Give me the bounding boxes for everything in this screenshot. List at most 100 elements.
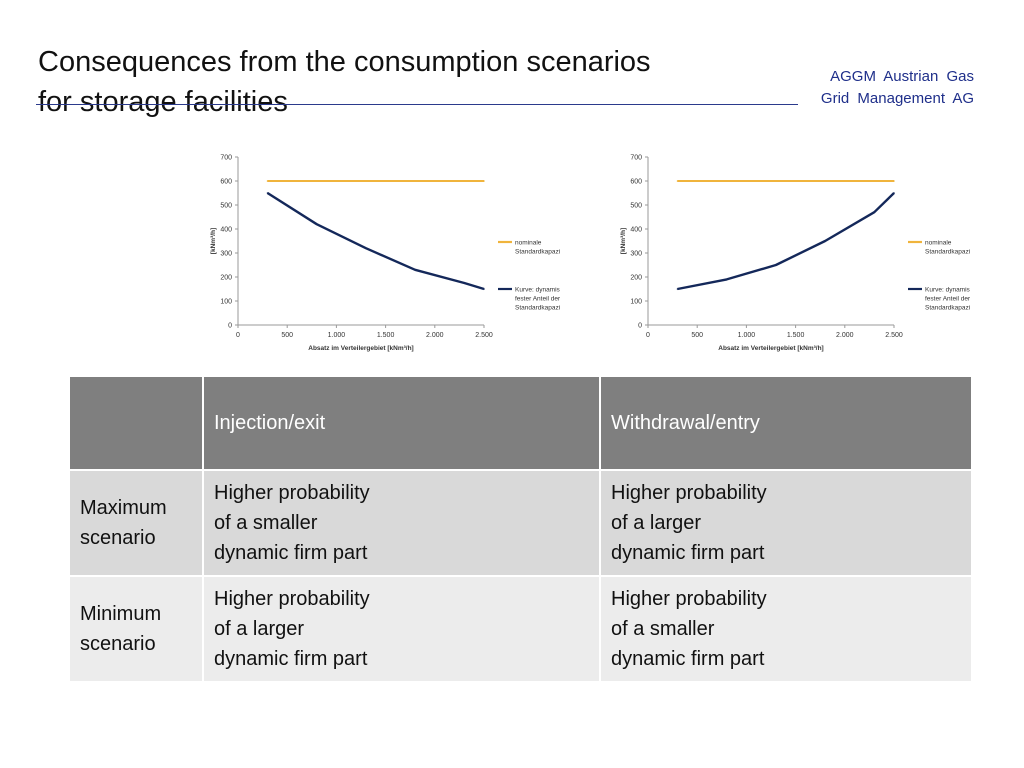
y-tick-label: 700	[630, 155, 642, 162]
y-tick-label: 700	[220, 155, 232, 162]
cell-line: scenario	[80, 527, 156, 549]
line-chart-svg: 0 100 200 300 400 500 600 700 0 500 1.000 1.500 2.00…	[620, 155, 970, 353]
data-point	[483, 180, 485, 182]
x-axis-label: Absatz im Verteilergebiet [kNm³/h]	[718, 345, 823, 352]
y-tick-label: 500	[220, 203, 232, 210]
cell-line: Higher probability	[611, 482, 767, 504]
cell-line: dynamic firm part	[214, 542, 368, 564]
cell-line: of a larger	[214, 618, 305, 640]
y-tick-label: 500	[630, 203, 642, 210]
y-tick-label: 100	[630, 299, 642, 306]
line-chart-svg: 0 100 200 300 400 500 600 700 0 500 1.000 1.500 2.00…	[210, 155, 560, 353]
brand-line-2: Grid Management AG	[820, 90, 974, 107]
legend-label: nominale	[515, 240, 542, 247]
legend-label: Standardkapazität	[515, 249, 560, 256]
series-line	[266, 191, 485, 291]
company-brand: AGGM Austrian Gas Grid Management AG	[821, 66, 974, 110]
cell-line: Minimum	[80, 603, 162, 625]
table-row-maximum: Maximum scenario Higher probability of a…	[68, 469, 973, 577]
y-tick-label: 100	[220, 299, 232, 306]
row-label-maximum: Maximum scenario	[68, 469, 204, 577]
cell-line: of a smaller	[214, 512, 318, 534]
data-point	[266, 192, 269, 194]
cell-line: dynamic firm part	[611, 648, 765, 670]
chart-left: 0 100 200 300 400 500 600 700 0 500 1.000 1.500 2.00…	[200, 146, 560, 360]
slide-title-line-2: for storage facilities	[38, 86, 288, 118]
cell-line: Higher probability	[214, 588, 370, 610]
y-tick-label: 0	[638, 323, 642, 330]
y-tick-label: 300	[630, 251, 642, 258]
y-tick-label: 400	[220, 227, 232, 234]
data-point	[824, 240, 826, 242]
data-point	[414, 269, 416, 271]
cell-line: scenario	[80, 633, 156, 655]
data-point	[676, 180, 679, 182]
legend-label: fester Anteil der	[515, 296, 560, 303]
legend-label: Standardkapazität	[925, 249, 970, 256]
slide-title: Consequences from the consumption scenar…	[38, 42, 758, 122]
series-line	[677, 192, 895, 291]
brand-line-1: AGGM Austrian Gas	[830, 68, 974, 85]
cell-line: Maximum	[80, 497, 167, 519]
table-header-withdrawal: Withdrawal/entry	[599, 375, 973, 471]
x-tick-label: 500	[691, 332, 703, 339]
data-point	[873, 211, 876, 213]
data-point	[483, 288, 485, 290]
x-tick-label: 1.500	[787, 332, 805, 339]
y-tick-label: 600	[630, 179, 642, 186]
y-tick-label: 400	[630, 227, 642, 234]
cell-maximum-injection: Higher probability of a smaller dynamic …	[202, 469, 601, 577]
y-tick-label: 200	[220, 275, 232, 282]
slide-title-line-1: Consequences from the consumption scenar…	[38, 46, 651, 78]
table-header-injection: Injection/exit	[202, 375, 601, 471]
cell-maximum-withdrawal: Higher probability of a larger dynamic f…	[599, 469, 973, 577]
data-point	[893, 180, 895, 182]
cell-minimum-injection: Higher probability of a larger dynamic f…	[202, 575, 601, 683]
legend-label: Standardkapazität	[925, 305, 970, 312]
row-label-minimum: Minimum scenario	[68, 575, 204, 683]
chart-right: 0 100 200 300 400 500 600 700 0 500 1.000 1.500 2.00…	[610, 146, 970, 360]
x-tick-label: 1.000	[738, 332, 756, 339]
cell-line: of a smaller	[611, 618, 715, 640]
data-point	[676, 288, 679, 290]
x-tick-label: 2.000	[426, 332, 444, 339]
title-underline	[36, 104, 798, 105]
legend-label: fester Anteil der	[925, 296, 970, 303]
y-tick-label: 0	[228, 323, 232, 330]
x-axis-label: Absatz im Verteilergebiet [kNm³/h]	[308, 345, 413, 352]
y-axis-label: [kNm³/h]	[620, 228, 627, 254]
scenario-table: Injection/exit Withdrawal/entry Maximum …	[68, 375, 973, 683]
table-row-minimum: Minimum scenario Higher probability of a…	[68, 575, 973, 683]
table-header-empty	[68, 375, 204, 471]
data-point	[463, 282, 466, 284]
cell-line: dynamic firm part	[214, 648, 368, 670]
x-tick-label: 2.000	[836, 332, 854, 339]
legend-label: nominale	[925, 240, 952, 247]
data-point	[365, 247, 367, 249]
x-tick-label: 1.500	[377, 332, 395, 339]
data-point	[893, 192, 895, 194]
data-point	[725, 278, 728, 281]
cell-line: Higher probability	[611, 588, 767, 610]
x-tick-label: 2.500	[885, 332, 903, 339]
legend-label: Kurve: dynamisch	[515, 287, 560, 294]
y-axis-label: [kNm³/h]	[210, 228, 217, 254]
y-tick-label: 600	[220, 179, 232, 186]
legend-label: Kurve: dynamisch	[925, 287, 970, 294]
y-tick-label: 300	[220, 251, 232, 258]
x-tick-label: 0	[236, 332, 240, 339]
x-tick-label: 2.500	[475, 332, 493, 339]
x-tick-label: 500	[281, 332, 293, 339]
cell-line: dynamic firm part	[611, 542, 765, 564]
table-header-row: Injection/exit Withdrawal/entry	[68, 375, 973, 471]
y-tick-label: 200	[630, 275, 642, 282]
data-point	[315, 223, 318, 225]
data-point	[775, 264, 777, 266]
x-tick-label: 0	[646, 332, 650, 339]
cell-minimum-withdrawal: Higher probability of a smaller dynamic …	[599, 575, 973, 683]
x-tick-label: 1.000	[328, 332, 346, 339]
cell-line: of a larger	[611, 512, 702, 534]
data-point	[266, 180, 269, 182]
cell-line: Higher probability	[214, 482, 370, 504]
legend-label: Standardkapazität	[515, 305, 560, 312]
